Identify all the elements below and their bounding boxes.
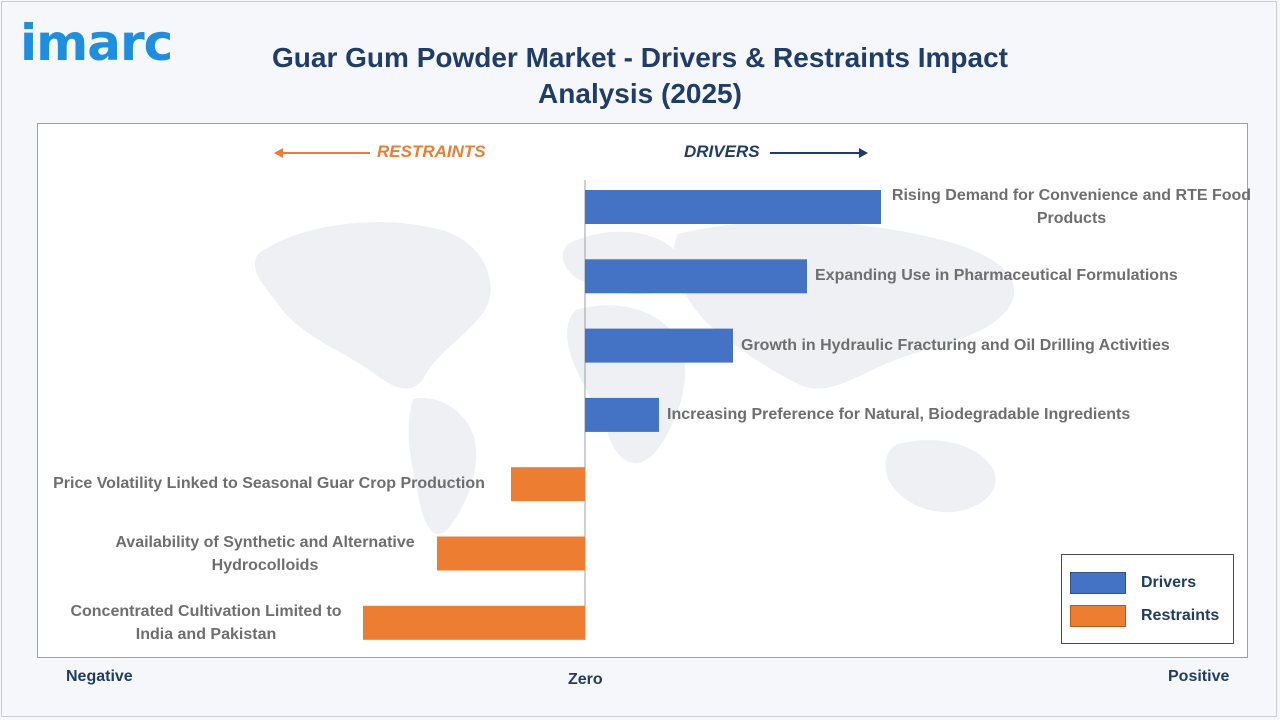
driver-bar	[585, 397, 659, 432]
driver-bar-label: Increasing Preference for Natural, Biode…	[667, 405, 1131, 423]
restraint-bar	[363, 605, 585, 640]
legend-swatch-drivers	[1070, 572, 1126, 594]
driver-bar-label: Expanding Use in Pharmaceutical Formulat…	[815, 267, 1178, 285]
restraints-arrow-icon	[274, 148, 370, 158]
restraint-bar	[437, 536, 585, 571]
legend-item-drivers: Drivers	[1070, 571, 1196, 595]
drivers-direction-label: DRIVERS	[684, 142, 760, 161]
axis-negative-label: Negative	[66, 668, 133, 685]
legend-swatch-restraints	[1070, 605, 1126, 627]
drivers-arrow-icon	[770, 148, 868, 158]
driver-bar-label: Rising Demand for Convenience and RTE Fo…	[891, 187, 1252, 227]
axis-positive-label: Positive	[1168, 668, 1230, 685]
chart-title: Guar Gum Powder Market - Drivers & Restr…	[272, 42, 1008, 109]
axis-zero-label: Zero	[568, 671, 603, 688]
restraint-bar-label: Price Volatility Linked to Seasonal Guar…	[53, 475, 485, 493]
restraint-bar-label: Availability of Synthetic and Alternativ…	[115, 533, 415, 574]
legend-item-restraints: Restraints	[1070, 604, 1219, 628]
driver-bar	[585, 190, 881, 224]
restraint-bar	[511, 467, 585, 502]
legend-label-drivers: Drivers	[1141, 574, 1197, 591]
legend: Drivers Restraints	[1061, 554, 1234, 644]
legend-label-restraints: Restraints	[1141, 607, 1220, 624]
driver-bar-label: Growth in Hydraulic Fracturing and Oil D…	[741, 336, 1170, 354]
driver-bar	[585, 259, 807, 294]
restraint-bar-label: Concentrated Cultivation Limited to Indi…	[70, 602, 342, 643]
driver-bar	[585, 328, 733, 363]
restraints-direction-label: RESTRAINTS	[377, 142, 486, 161]
imarc-logo: imarc	[20, 14, 173, 72]
